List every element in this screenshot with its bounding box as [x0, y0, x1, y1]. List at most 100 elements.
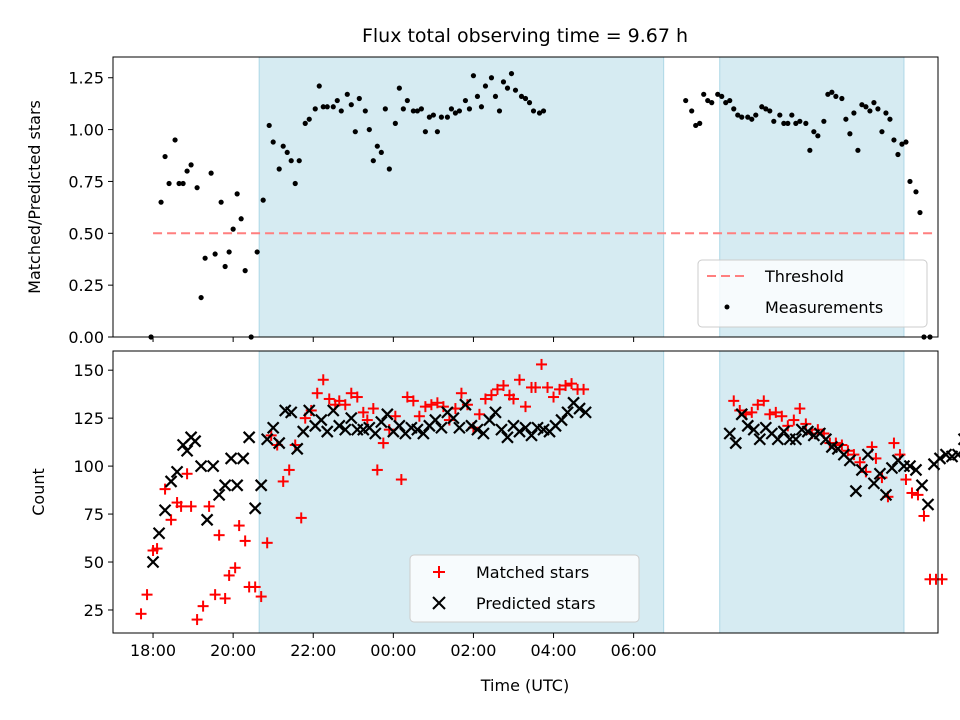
- measurement-point: [356, 95, 362, 102]
- matched-star-point: [848, 449, 860, 461]
- predicted-star-point: [747, 423, 761, 436]
- measurement-point: [338, 108, 344, 114]
- predicted-star-point: [849, 484, 863, 498]
- matched-star-point: [311, 387, 323, 399]
- matched-star-point: [788, 414, 800, 426]
- measurement-point: [176, 180, 182, 187]
- y-tick-label: 25: [84, 601, 104, 620]
- predicted-star-point: [326, 404, 340, 417]
- matched-star-point: [175, 500, 187, 512]
- predicted-star-point: [861, 448, 875, 461]
- measurement-point: [352, 129, 358, 135]
- matched-star-point: [357, 406, 369, 418]
- y-tick-label: 0.25: [68, 276, 104, 295]
- measurement-point: [158, 199, 164, 205]
- bottom-legend[interactable]: Matched stars Predicted stars: [409, 554, 640, 623]
- measurement-point: [292, 180, 298, 187]
- matched-star-point: [443, 414, 455, 426]
- predicted-star-point: [771, 432, 785, 446]
- measurement-point: [899, 141, 905, 147]
- measurement-point: [470, 73, 477, 79]
- predicted-star-point: [320, 425, 334, 438]
- matched-star-point: [746, 406, 758, 418]
- measurement-point: [512, 87, 519, 93]
- predicted-star-point: [903, 459, 917, 473]
- measurement-point: [386, 166, 392, 172]
- measurement-point: [184, 168, 190, 174]
- bottom-y-ticks: 25 50 75 100 125 150: [73, 361, 113, 620]
- matched-star-point: [151, 543, 163, 555]
- matched-star-point: [197, 600, 209, 612]
- bottom-panel: 25 50 75 100 125 150 18:00 20:00 22:00 00:00 02:0…: [29, 350, 960, 695]
- measurement-point: [348, 102, 354, 108]
- matched-star-point: [345, 387, 357, 399]
- top-legend[interactable]: Threshold Measurements: [697, 259, 928, 328]
- matched-star-point: [566, 378, 578, 390]
- predicted-star-point: [314, 413, 328, 427]
- measurement-point: [719, 93, 725, 100]
- measurement-point: [316, 83, 322, 89]
- measurement-point: [202, 255, 208, 261]
- measurement-point: [522, 95, 529, 102]
- matched-star-point: [277, 475, 289, 487]
- matched-star-point: [317, 374, 329, 386]
- predicted-star-point: [753, 432, 767, 446]
- predicted-star-point: [296, 425, 310, 438]
- measurement-point: [434, 129, 440, 135]
- top-axes-frame: [112, 56, 939, 338]
- measurement-point: [234, 191, 240, 197]
- matched-star-point: [485, 389, 497, 401]
- matched-star-point: [900, 474, 912, 486]
- measurement-point: [504, 85, 511, 91]
- measurement-point: [456, 108, 463, 114]
- top-y-ticks: 0.00 0.25 0.50 0.75 1.00 1.25: [68, 69, 113, 347]
- measurement-point: [891, 137, 897, 143]
- measurement-point: [452, 110, 459, 116]
- measurement-point: [871, 100, 877, 106]
- measurement-point: [260, 197, 266, 203]
- predicted-star-point: [801, 425, 815, 438]
- measurement-point: [194, 185, 200, 191]
- predicted-star-point: [489, 406, 502, 419]
- matched-star-point: [764, 408, 776, 420]
- predicted-star-point: [218, 479, 232, 492]
- predicted-star-point: [180, 444, 194, 458]
- predicted-star-point: [513, 425, 526, 438]
- predicted-star-point: [224, 452, 238, 465]
- measurement-point: [763, 106, 769, 112]
- measurement-point: [731, 106, 737, 112]
- matched-star-point: [407, 395, 419, 407]
- matched-star-point: [255, 591, 267, 603]
- legend-predicted-label: Predicted stars: [476, 594, 596, 613]
- matched-star-point: [770, 406, 782, 418]
- measurement-point: [821, 118, 827, 124]
- predicted-star-point: [230, 479, 244, 492]
- predicted-star-point: [146, 555, 160, 569]
- matched-star-point: [548, 391, 560, 403]
- matched-star-point: [165, 514, 177, 526]
- matched-star-point: [141, 589, 153, 601]
- matched-star-point: [437, 401, 449, 413]
- measurement-point: [689, 108, 695, 114]
- measurement-point: [438, 114, 444, 120]
- measurement-point: [180, 180, 186, 187]
- measurement-point: [797, 118, 803, 124]
- measurement-point: [518, 93, 525, 100]
- predicted-star-point: [483, 413, 496, 427]
- predicted-star-point: [435, 421, 448, 435]
- measurement-point: [422, 129, 428, 135]
- matched-star-point: [181, 468, 193, 480]
- matched-star-point: [507, 393, 519, 405]
- predicted-star-point: [855, 463, 869, 477]
- measurement-points: [148, 70, 933, 340]
- measurement-point: [254, 249, 260, 255]
- matched-star-point: [800, 418, 812, 430]
- measurement-point: [749, 116, 755, 122]
- measurement-point: [392, 120, 398, 126]
- predicted-star-point: [819, 432, 833, 446]
- predicted-star-point: [741, 419, 755, 433]
- matched-star-point: [461, 399, 473, 411]
- measurement-point: [536, 110, 543, 116]
- predicted-star-point: [188, 434, 202, 448]
- matched-star-point: [323, 393, 335, 405]
